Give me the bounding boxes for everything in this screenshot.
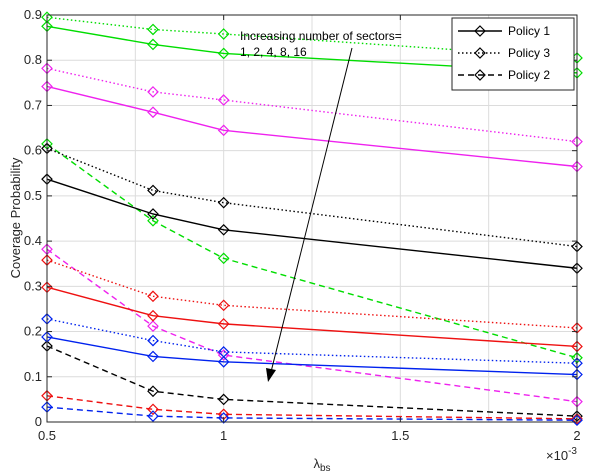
series-line	[46, 16, 578, 59]
series-line	[46, 336, 578, 376]
x-tick-label: 0.5	[38, 428, 56, 443]
y-tick-label: 0.8	[24, 52, 42, 67]
annotation-line-1: Increasing number of sectors=	[240, 29, 402, 43]
data-point	[147, 403, 159, 416]
data-point	[217, 299, 230, 312]
x-exponent: ×10-3	[546, 446, 577, 463]
data-point	[217, 196, 230, 209]
x-tick-label: 1	[220, 428, 227, 443]
y-tick-label: 0.2	[24, 324, 42, 339]
series-line	[46, 286, 578, 348]
data-point	[571, 414, 583, 427]
series-line	[46, 85, 578, 168]
series-line	[46, 178, 578, 269]
series-11	[41, 389, 583, 425]
legend-entry: Policy 1	[458, 24, 550, 38]
x-exponent-base: ×10	[546, 448, 568, 463]
data-point	[147, 214, 159, 227]
data-point	[217, 94, 230, 106]
legend-entry: Policy 3	[458, 46, 550, 60]
x-axis-label: λbs	[313, 456, 330, 472]
legend-label: Policy 2	[508, 68, 550, 82]
data-point	[147, 290, 159, 303]
series-line	[46, 67, 578, 143]
y-tick-label: 0.6	[24, 143, 42, 158]
data-point	[147, 184, 159, 197]
series-line	[46, 147, 578, 248]
series-line	[46, 25, 578, 74]
axis-ticks: 0 0.1 0.2 0.3 0.4 0.5 0.6 0.7 0.8 0.9 0.5 1 1.5 2	[24, 7, 581, 443]
data-point	[217, 252, 230, 265]
series-2	[41, 138, 583, 364]
data-point	[147, 320, 159, 332]
data-point	[217, 47, 230, 60]
series-line	[46, 318, 578, 364]
legend-label: Policy 1	[508, 24, 550, 38]
data-point	[217, 412, 230, 424]
plot-frame	[46, 14, 578, 423]
annotation-arrow-shaft	[270, 47, 353, 373]
y-tick-label: 0.9	[24, 7, 42, 22]
data-point	[217, 346, 230, 358]
y-tick-label: 0.1	[24, 369, 42, 384]
legend-label: Policy 3	[508, 46, 550, 60]
y-tick-label: 0.3	[24, 278, 42, 293]
legend-box	[451, 17, 575, 91]
data-point	[147, 334, 159, 347]
data-point	[217, 223, 230, 236]
y-tick-label: 0.5	[24, 188, 42, 203]
data-point	[147, 350, 159, 363]
series-line	[46, 248, 578, 403]
data-point	[147, 309, 159, 322]
y-tick-label: 0	[35, 414, 42, 429]
series-line	[46, 143, 578, 359]
series-6	[41, 173, 583, 275]
data-point	[217, 393, 230, 406]
series-line	[46, 259, 578, 329]
data-point	[147, 86, 159, 98]
x-exponent-power: -3	[568, 446, 577, 457]
legend: Policy 1 Policy 3 Policy 2	[451, 17, 575, 91]
data-point	[147, 410, 159, 422]
data-point	[217, 318, 230, 330]
y-tick-label: 0.7	[24, 97, 42, 112]
x-axis-label-subscript: bs	[320, 463, 331, 472]
data-point	[217, 356, 230, 368]
annotation: Increasing number of sectors= 1, 2, 4, 8…	[240, 29, 402, 382]
data-point	[147, 23, 159, 36]
x-tick-label: 2	[573, 428, 580, 443]
legend-marker	[474, 47, 486, 59]
x-tick-label: 1.5	[391, 428, 409, 443]
data-point	[147, 385, 159, 398]
series-line	[46, 395, 578, 420]
y-tick-label: 0.4	[24, 233, 42, 248]
legend-marker	[474, 25, 486, 37]
annotation-arrowhead	[266, 368, 276, 382]
series-line	[46, 345, 578, 417]
data-point	[217, 124, 230, 137]
data-point	[147, 106, 159, 119]
series-layer	[41, 11, 583, 427]
data-point	[147, 208, 159, 220]
legend-marker	[474, 69, 486, 81]
x-axis-label-symbol: λ	[313, 456, 320, 471]
y-axis-label: Coverage Probability	[8, 157, 23, 278]
data-point	[571, 412, 583, 425]
annotation-line-2: 1, 2, 4, 8, 16	[240, 45, 307, 59]
data-point	[147, 38, 159, 51]
data-point	[217, 28, 230, 40]
legend-entry: Policy 2	[458, 68, 550, 82]
